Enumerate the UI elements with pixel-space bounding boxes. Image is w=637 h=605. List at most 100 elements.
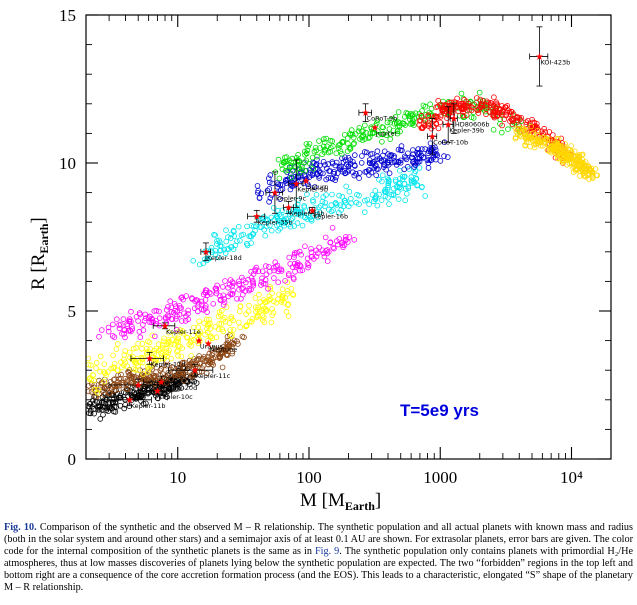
synthetic-point: [149, 316, 156, 323]
synthetic-point: [302, 243, 308, 250]
synthetic-point: [224, 352, 231, 359]
synthetic-point: [305, 183, 312, 189]
synthetic-point: [386, 201, 392, 207]
synthetic-point: [384, 119, 391, 126]
synthetic-point: [381, 148, 388, 155]
synthetic-point: [190, 332, 197, 338]
synthetic-point: [189, 295, 195, 301]
synthetic-point: [226, 320, 233, 326]
synthetic-point: [512, 134, 519, 141]
synthetic-point: [309, 154, 316, 161]
synthetic-point: [217, 293, 223, 299]
synthetic-point: [106, 390, 112, 397]
synthetic-point: [195, 324, 201, 331]
synthetic-point: [116, 325, 123, 332]
synthetic-point: [139, 340, 146, 347]
synthetic-point: [593, 172, 600, 179]
synthetic-point: [235, 223, 242, 230]
synthetic-point: [581, 170, 588, 177]
synthetic-point: [163, 349, 170, 356]
synthetic-point: [420, 155, 427, 161]
synthetic-point: [180, 359, 186, 366]
synthetic-point: [324, 143, 330, 150]
synthetic-point: [434, 114, 441, 120]
synthetic-point: [130, 366, 137, 372]
synthetic-point: [288, 162, 295, 169]
synthetic-point: [331, 245, 337, 252]
planet-marker: [204, 340, 212, 348]
synthetic-point: [523, 119, 529, 125]
synthetic-point: [333, 202, 340, 208]
synthetic-point: [297, 267, 303, 274]
synthetic-point: [335, 241, 341, 248]
synthetic-point: [485, 99, 492, 106]
population-4: [190, 165, 429, 268]
synthetic-point: [489, 112, 496, 118]
synthetic-point: [221, 296, 227, 302]
synthetic-point: [306, 141, 313, 147]
synthetic-point: [274, 222, 280, 229]
synthetic-point: [295, 151, 301, 158]
synthetic-point: [319, 247, 326, 254]
synthetic-point: [241, 334, 247, 341]
synthetic-point: [203, 303, 209, 309]
synthetic-point: [349, 131, 356, 138]
synthetic-point: [287, 223, 294, 230]
synthetic-point: [358, 160, 365, 166]
synthetic-point: [363, 168, 370, 175]
planet-marker: [362, 109, 370, 117]
synthetic-point: [190, 257, 197, 264]
synthetic-point: [367, 160, 373, 167]
synthetic-point: [204, 370, 210, 377]
synthetic-point: [225, 343, 232, 350]
synthetic-point: [220, 292, 227, 299]
synthetic-point: [442, 108, 448, 114]
synthetic-point: [373, 120, 380, 126]
synthetic-point: [196, 338, 203, 345]
planet-label: HD80606b: [455, 121, 490, 129]
synthetic-point: [100, 411, 106, 418]
synthetic-point: [547, 143, 554, 150]
synthetic-point: [400, 121, 407, 127]
synthetic-point: [259, 317, 266, 323]
synthetic-point: [422, 103, 429, 110]
synthetic-point: [222, 278, 228, 284]
synthetic-point: [254, 183, 261, 189]
planet-label: Neptune: [209, 346, 237, 354]
synthetic-point: [246, 285, 253, 292]
synthetic-point: [320, 159, 327, 165]
synthetic-point: [291, 250, 298, 256]
synthetic-point: [168, 376, 174, 382]
synthetic-point: [196, 261, 203, 268]
planet-CoRoT-10b: CoRoT-10b: [427, 118, 468, 155]
synthetic-point: [124, 321, 130, 327]
synthetic-point: [322, 162, 328, 168]
synthetic-point: [343, 183, 350, 190]
y-axis-label-sub: Earth: [37, 223, 51, 253]
synthetic-point: [316, 244, 322, 251]
synthetic-point: [252, 227, 258, 234]
synthetic-point: [303, 141, 310, 147]
synthetic-point: [307, 161, 313, 167]
synthetic-point: [198, 306, 205, 313]
synthetic-point: [237, 324, 244, 331]
synthetic-point: [513, 126, 519, 132]
synthetic-point: [323, 176, 330, 183]
synthetic-point: [97, 403, 103, 410]
synthetic-point: [277, 213, 284, 220]
synthetic-point: [299, 166, 306, 173]
synthetic-point: [264, 216, 270, 223]
planet-Kepler-18d: Kepler-18d: [200, 242, 242, 262]
planet-Kepler-11c: Kepler-11c: [168, 363, 231, 380]
synthetic-point: [566, 156, 573, 163]
synthetic-point: [185, 307, 192, 314]
synthetic-point: [342, 236, 349, 243]
synthetic-point: [266, 199, 272, 205]
synthetic-point: [468, 107, 475, 114]
synthetic-point: [211, 231, 217, 238]
population-3: [96, 225, 358, 341]
synthetic-point: [176, 303, 183, 309]
synthetic-point: [337, 166, 344, 173]
synthetic-point: [290, 167, 296, 174]
synthetic-point: [236, 281, 243, 287]
